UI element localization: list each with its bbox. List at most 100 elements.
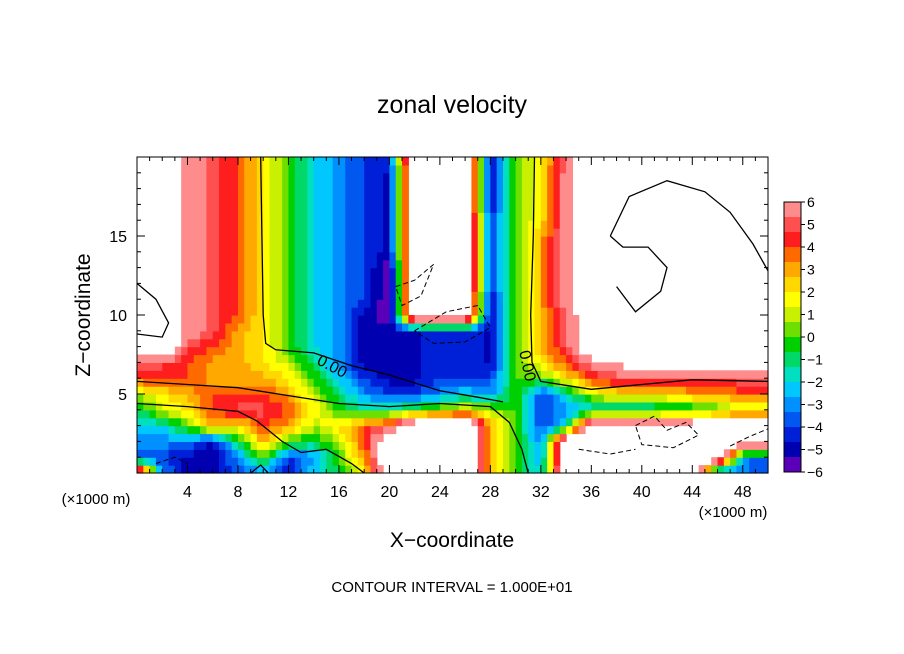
field-cell [540,243,548,253]
field-cell [212,386,220,395]
field-cell [376,307,384,316]
field-cell [263,409,271,419]
field-cell [282,259,290,269]
field-cell [723,465,731,474]
field-cell [420,346,428,356]
field-cell [471,180,479,190]
field-cell [749,409,756,419]
field-cell [521,433,529,442]
field-cell [206,299,214,308]
field-cell [174,449,182,458]
field-cell [206,228,214,237]
field-cell [288,315,296,324]
field-cell [648,417,656,427]
field-cell [635,401,643,411]
field-cell [187,236,195,245]
field-cell [313,267,321,277]
field-cell [559,394,567,403]
field-cell [477,283,485,292]
field-cell [408,370,416,379]
field-cell [471,315,479,324]
field-cell [231,188,239,198]
field-cell [149,362,157,371]
field-cell [231,433,239,442]
field-cell [521,220,529,229]
field-cell [244,386,252,395]
field-cell [383,204,390,213]
field-cell [402,212,409,221]
field-cell [294,378,302,387]
field-cell [332,236,340,245]
field-cell [502,188,510,198]
field-cell [193,330,201,340]
field-cell [256,465,264,474]
field-cell [490,220,498,229]
field-cell [730,378,738,387]
field-cell [496,164,504,174]
field-cell [351,275,359,284]
field-cell [326,157,334,166]
field-cell [547,196,555,205]
field-cell [143,417,151,427]
field-cell [137,417,144,427]
field-cell [288,394,296,403]
field-cell [502,228,510,237]
field-cell [465,401,473,411]
field-cell [332,417,340,427]
field-cell [174,409,182,419]
field-cell [282,283,290,292]
field-cell [742,394,750,403]
field-cell [282,338,290,348]
field-cell [692,378,700,387]
field-cell [742,386,750,395]
field-cell [269,330,277,340]
field-cell [370,220,378,229]
field-cell [547,370,555,379]
field-cell [578,386,586,395]
field-cell [528,212,536,221]
field-cell [408,401,416,411]
field-cell [237,180,245,190]
field-cell [723,401,731,411]
field-cell [692,409,700,419]
field-cell [364,401,372,411]
field-cell [338,401,346,411]
field-cell [420,322,428,332]
field-cell [395,346,403,356]
field-cell [402,180,409,190]
field-cell [509,322,517,332]
colorbar-swatch [784,232,801,248]
field-cell [168,378,176,387]
x-tick-label: 8 [234,484,243,501]
field-cell [338,338,346,348]
field-cell [187,299,195,308]
field-cell [553,386,561,395]
field-cell [307,441,315,450]
field-cell [559,251,567,261]
field-cell [616,378,624,387]
field-cell [187,386,195,395]
field-cell [414,362,422,371]
field-cell [547,164,555,174]
field-cell [345,299,353,308]
field-cell [509,441,517,450]
field-cell [698,465,706,474]
field-cell [244,425,252,435]
field-cell [155,401,163,411]
field-cell [515,236,523,245]
field-cell [755,409,763,419]
field-cell [345,394,353,403]
field-cell [307,322,315,332]
field-cell [376,196,384,205]
field-cell [206,157,214,166]
field-cell [200,157,208,166]
field-cell [269,465,277,474]
field-cell [269,275,277,284]
field-cell [420,394,428,403]
field-cell [200,236,208,245]
field-cell [383,172,390,182]
field-cell [187,409,195,419]
field-cell [559,220,567,229]
field-cell [414,354,422,363]
field-cell [294,283,302,292]
